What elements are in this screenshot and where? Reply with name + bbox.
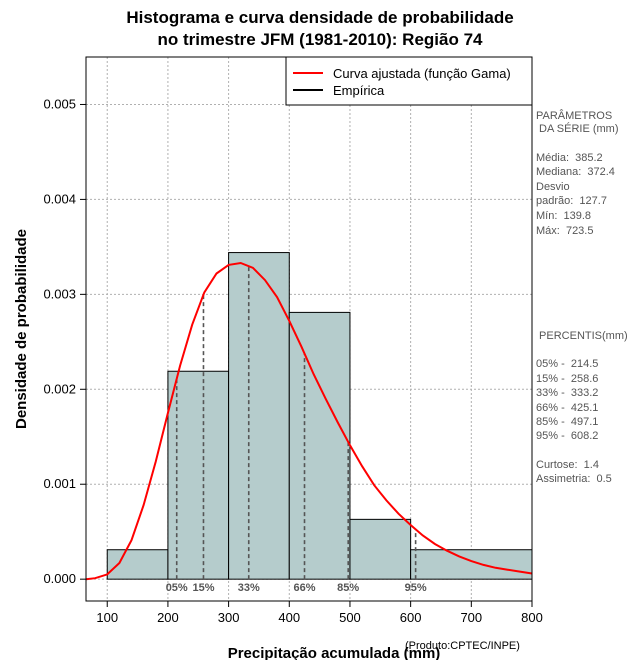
y-tick-label: 0.002: [43, 381, 76, 396]
fitted-gamma-curve: [85, 261, 533, 581]
histogram-bar: [288, 311, 351, 580]
stat-kurtosis: Curtose: 1.4: [536, 459, 599, 471]
histogram-bar: [349, 518, 412, 580]
stat-max: Máx: 723.5: [536, 225, 594, 237]
x-tick-label: 700: [460, 610, 482, 625]
percentile-label: 85%: [337, 582, 359, 594]
percentis-title: PERCENTIS(mm): [536, 330, 628, 342]
percentile-label: 15%: [192, 582, 214, 594]
histogram-bar: [228, 252, 290, 580]
percentil-85: 85% - 497.1: [536, 416, 599, 428]
x-tick-label: 200: [157, 610, 179, 625]
histogram-bar: [167, 370, 230, 580]
stat-mean: Média: 385.2: [536, 152, 603, 164]
percentil-95: 95% - 608.2: [536, 430, 599, 442]
legend-empirical-label: Empírica: [333, 83, 385, 98]
legend: Curva ajustada (função Gama) Empírica: [285, 56, 533, 106]
params-title: PARÂMETROS: [536, 110, 613, 122]
percentile-label: 33%: [238, 582, 260, 594]
chart-title-line-2: no trimestre JFM (1981-2010): Região 74: [157, 30, 483, 49]
x-tick-label: 800: [521, 610, 543, 625]
percentil-33: 33% - 333.2: [536, 387, 599, 399]
y-axis-label: Densidade de probabilidade: [13, 229, 30, 429]
chart-title-line-1: Histograma e curva densidade de probabil…: [126, 8, 514, 27]
y-tick-label: 0.005: [43, 96, 76, 111]
legend-box: [285, 56, 533, 106]
stat-skewness: Assimetria: 0.5: [536, 473, 612, 485]
y-tick-label: 0.004: [43, 191, 76, 206]
percentil-15: 15% - 258.6: [536, 373, 599, 385]
y-tick-label: 0.003: [43, 286, 76, 301]
histogram-bar: [106, 549, 169, 580]
x-tick-label: 600: [400, 610, 422, 625]
params-subtitle: DA SÉRIE (mm): [536, 123, 619, 135]
x-axis-label: Precipitação acumulada (mm): [228, 645, 441, 660]
legend-fitted-label: Curva ajustada (função Gama): [333, 66, 511, 81]
histogram-bar: [410, 549, 533, 580]
stat-stddev: padrão: 127.7: [536, 195, 607, 207]
percentile-label: 95%: [405, 582, 427, 594]
credit-text: (Produto:CPTEC/INPE): [405, 640, 520, 652]
y-tick-label: 0.000: [43, 571, 76, 586]
percentil-05: 05% - 214.5: [536, 358, 599, 370]
percentile-label: 66%: [293, 582, 315, 594]
y-tick-label: 0.001: [43, 476, 76, 491]
x-tick-label: 100: [96, 610, 118, 625]
x-tick-label: 300: [218, 610, 240, 625]
stat-stddev-label: Desvio: [536, 181, 570, 193]
stat-min: Mín: 139.8: [536, 210, 592, 222]
x-tick-label: 500: [339, 610, 361, 625]
percentil-66: 66% - 425.1: [536, 402, 599, 414]
x-tick-label: 400: [278, 610, 300, 625]
stat-median: Mediana: 372.4: [536, 166, 615, 178]
percentile-label: 05%: [166, 582, 188, 594]
